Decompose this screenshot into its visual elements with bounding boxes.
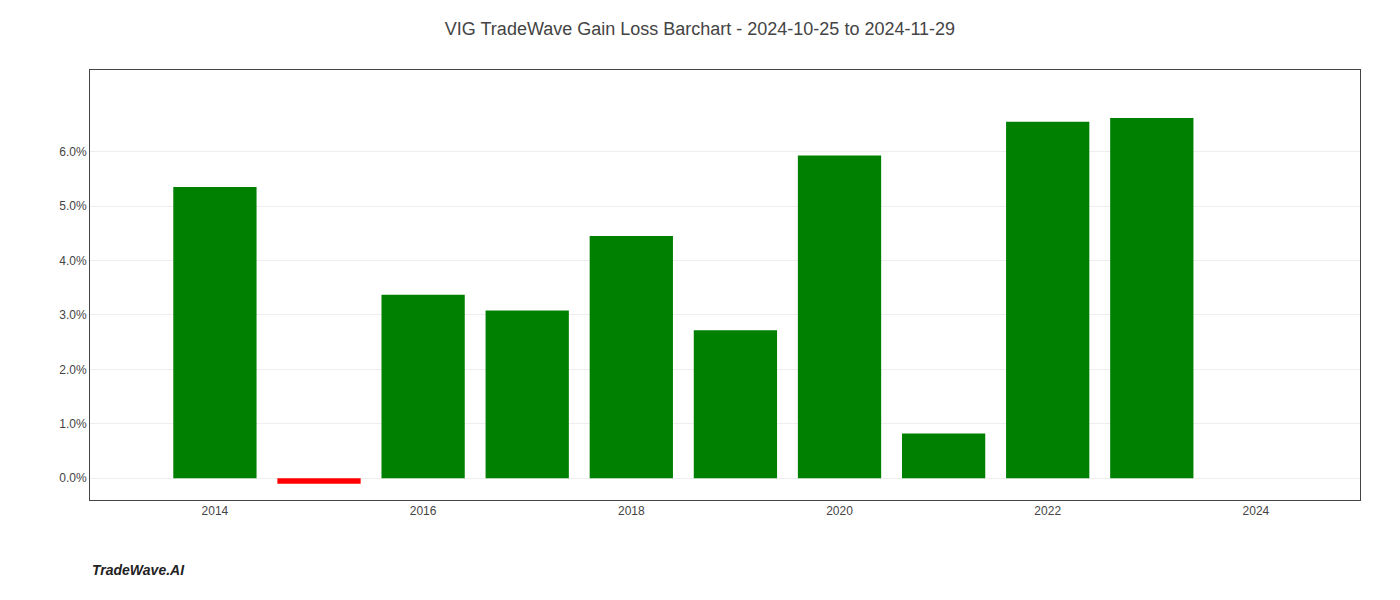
svg-text:2024: 2024 [1243,504,1270,518]
svg-text:4.0%: 4.0% [59,254,87,268]
svg-text:1.0%: 1.0% [59,417,87,431]
svg-text:0.0%: 0.0% [59,471,87,485]
svg-text:2016: 2016 [410,504,437,518]
svg-text:2.0%: 2.0% [59,363,87,377]
svg-text:2020: 2020 [826,504,853,518]
svg-text:5.0%: 5.0% [59,199,87,213]
svg-text:2014: 2014 [202,504,229,518]
svg-text:2018: 2018 [618,504,645,518]
svg-text:TradeWave.AI: TradeWave.AI [92,562,185,578]
svg-text:VIG TradeWave Gain Loss Barcha: VIG TradeWave Gain Loss Barchart - 2024-… [445,19,955,39]
svg-text:2022: 2022 [1034,504,1061,518]
svg-text:6.0%: 6.0% [59,145,87,159]
svg-text:3.0%: 3.0% [59,308,87,322]
